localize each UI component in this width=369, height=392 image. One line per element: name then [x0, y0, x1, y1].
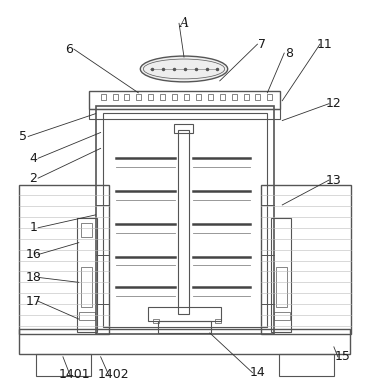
Bar — [276, 267, 287, 307]
Bar — [36, 354, 91, 376]
Bar — [113, 94, 117, 100]
Bar — [244, 94, 248, 100]
Bar — [101, 94, 106, 100]
Text: 12: 12 — [326, 97, 342, 110]
Bar — [184, 94, 189, 100]
Bar — [172, 94, 177, 100]
Text: 5: 5 — [19, 130, 27, 143]
Text: 1402: 1402 — [98, 368, 130, 381]
Bar — [153, 319, 159, 323]
Text: 14: 14 — [249, 366, 265, 379]
Bar — [196, 94, 201, 100]
Text: 1401: 1401 — [59, 368, 91, 381]
Bar — [178, 131, 189, 314]
Bar — [261, 185, 351, 334]
Text: 2: 2 — [29, 172, 37, 185]
Text: 4: 4 — [29, 152, 37, 165]
Text: 16: 16 — [25, 248, 41, 261]
Text: A: A — [179, 17, 189, 30]
Bar — [96, 106, 274, 334]
Bar — [148, 307, 221, 321]
Text: 7: 7 — [258, 38, 266, 51]
Text: 17: 17 — [25, 295, 41, 308]
Text: 1: 1 — [29, 221, 37, 234]
Bar — [103, 113, 268, 327]
Bar — [148, 94, 153, 100]
Bar — [124, 94, 130, 100]
Bar — [158, 321, 211, 333]
Bar — [19, 185, 108, 334]
Bar — [215, 319, 221, 323]
Bar — [81, 267, 92, 307]
Text: 15: 15 — [335, 350, 351, 363]
Text: 18: 18 — [25, 271, 41, 284]
Bar — [271, 218, 291, 332]
Bar — [208, 94, 213, 100]
Bar — [174, 123, 193, 133]
Bar — [77, 218, 97, 332]
Text: 13: 13 — [326, 174, 342, 187]
Bar — [232, 94, 237, 100]
Bar — [89, 91, 280, 109]
Bar — [279, 354, 334, 376]
Bar — [137, 94, 141, 100]
Bar — [255, 94, 261, 100]
Ellipse shape — [140, 56, 228, 82]
Text: 8: 8 — [285, 47, 293, 60]
Text: 6: 6 — [65, 43, 73, 56]
Bar — [220, 94, 225, 100]
Bar — [274, 312, 290, 320]
Bar — [81, 223, 92, 237]
Bar — [160, 94, 165, 100]
Text: 11: 11 — [317, 38, 333, 51]
Bar — [19, 329, 350, 354]
Bar — [89, 109, 280, 119]
Bar — [79, 312, 95, 320]
Bar — [268, 94, 272, 100]
